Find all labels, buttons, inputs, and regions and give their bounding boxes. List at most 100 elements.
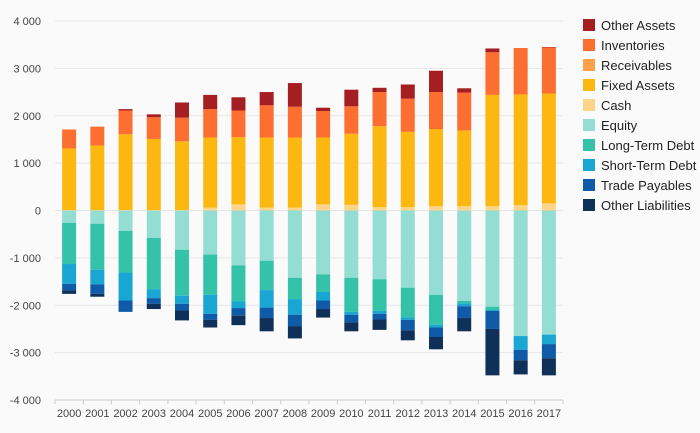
bar-inventories-2000	[62, 129, 77, 149]
bar-equity-2007	[259, 210, 274, 261]
bar-short-term-debt-2006	[231, 301, 246, 309]
bar-fixed-assets-2008	[287, 137, 302, 208]
x-tick-label: 2009	[311, 408, 335, 420]
y-tick-label: 1 000	[13, 158, 41, 170]
x-tick-label: 2012	[396, 408, 420, 420]
legend-label: Other Assets	[601, 18, 676, 33]
legend-item-short-term-debt[interactable]: Short-Term Debt	[583, 158, 697, 173]
bar-equity-2016	[513, 210, 528, 337]
bar-fixed-assets-2010	[344, 133, 359, 205]
bar-inventories-2010	[344, 106, 359, 134]
x-tick-label: 2008	[283, 408, 307, 420]
bar-long-term-debt-2005	[203, 254, 218, 295]
bar-fixed-assets-2011	[372, 126, 387, 208]
bar-fixed-assets-2017	[541, 93, 556, 204]
legend-label: Short-Term Debt	[601, 158, 697, 173]
bar-short-term-debt-2016	[513, 336, 528, 350]
bar-trade-payables-2015	[485, 310, 500, 329]
bar-inventories-2014	[457, 92, 472, 131]
y-tick-label: 2 000	[13, 111, 41, 123]
bar-trade-payables-2011	[372, 313, 387, 320]
bar-equity-2000	[62, 210, 77, 223]
legend-label: Trade Payables	[601, 178, 692, 193]
bar-trade-payables-2010	[344, 314, 359, 323]
bar-trade-payables-2009	[316, 300, 331, 310]
bar-other-assets-2014	[457, 88, 472, 93]
bar-long-term-debt-2001	[90, 223, 105, 270]
bar-other-liabilities-2008	[287, 326, 302, 339]
x-tick-label: 2001	[85, 408, 109, 420]
bar-equity-2003	[146, 210, 161, 238]
bar-inventories-2016	[513, 48, 528, 95]
bar-inventories-2002	[118, 110, 133, 135]
bar-fixed-assets-2003	[146, 138, 161, 211]
legend-swatch	[583, 19, 595, 31]
bar-long-term-debt-2013	[429, 294, 443, 325]
bar-fixed-assets-2013	[429, 129, 443, 207]
bar-inventories-2007	[259, 105, 274, 138]
legend-item-receivables[interactable]: Receivables	[583, 58, 672, 73]
bar-fixed-assets-2000	[62, 148, 77, 211]
bar-short-term-debt-2004	[175, 295, 189, 304]
bar-long-term-debt-2000	[62, 222, 77, 265]
legend-item-cash[interactable]: Cash	[583, 98, 631, 113]
bar-other-assets-2015	[485, 48, 500, 53]
bar-long-term-debt-2011	[372, 279, 387, 311]
bar-trade-payables-2007	[259, 307, 274, 319]
bar-long-term-debt-2002	[118, 230, 133, 273]
bar-inventories-2005	[203, 109, 218, 138]
legend-swatch	[583, 99, 595, 111]
bar-inventories-2013	[429, 92, 443, 130]
y-tick-label: -3 000	[10, 348, 41, 360]
legend-item-inventories[interactable]: Inventories	[583, 38, 665, 53]
bar-long-term-debt-2015	[485, 306, 500, 310]
legend-item-equity[interactable]: Equity	[583, 118, 638, 133]
y-tick-label: 0	[35, 206, 41, 218]
x-tick-label: 2004	[170, 408, 194, 420]
bar-cash-2013	[429, 206, 443, 211]
bar-cash-2007	[259, 207, 274, 211]
bar-trade-payables-2017	[541, 344, 556, 359]
bar-inventories-2017	[541, 47, 556, 94]
bar-equity-2014	[457, 210, 472, 301]
legend-item-long-term-debt[interactable]: Long-Term Debt	[583, 138, 695, 153]
x-tick-label: 2013	[424, 408, 448, 420]
legend-item-fixed-assets[interactable]: Fixed Assets	[583, 78, 675, 93]
bar-other-assets-2011	[372, 87, 387, 93]
bar-short-term-debt-2005	[203, 294, 218, 314]
bar-equity-2005	[203, 210, 218, 255]
bar-equity-2013	[429, 210, 443, 295]
bar-equity-2015	[485, 210, 500, 307]
bar-other-liabilities-2000	[62, 290, 77, 294]
bar-other-assets-2003	[146, 114, 161, 118]
legend-swatch	[583, 119, 595, 131]
bar-trade-payables-2008	[287, 314, 302, 327]
bar-short-term-debt-2001	[90, 269, 105, 285]
y-tick-label: 3 000	[13, 63, 41, 75]
x-axis-ticks: 2000 2001 2002 2003 2004 2005 2006 2007 2008 2009…	[54, 400, 564, 420]
bars	[62, 47, 556, 376]
bar-equity-2002	[118, 210, 133, 231]
bar-trade-payables-2014	[457, 306, 472, 319]
legend: Other Assets Inventories Receivables Fixed …	[583, 18, 697, 213]
bar-cash-2016	[513, 205, 528, 211]
bar-trade-payables-2003	[146, 298, 161, 304]
legend-swatch	[583, 159, 595, 171]
bar-trade-payables-2002	[118, 300, 133, 312]
bar-other-liabilities-2004	[175, 310, 189, 321]
legend-label: Equity	[601, 118, 638, 133]
bar-other-assets-2012	[400, 84, 415, 99]
bar-inventories-2001	[90, 126, 105, 146]
bar-short-term-debt-2003	[146, 289, 161, 299]
y-tick-label: 4 000	[13, 16, 41, 28]
bar-cash-2006	[231, 204, 246, 211]
legend-label: Cash	[601, 98, 631, 113]
legend-item-trade-payables[interactable]: Trade Payables	[583, 178, 692, 193]
legend-item-other-assets[interactable]: Other Assets	[583, 18, 676, 33]
bar-fixed-assets-2012	[400, 131, 415, 208]
legend-item-other-liabilities[interactable]: Other Liabilities	[583, 198, 691, 213]
bar-equity-2017	[541, 210, 556, 335]
bar-long-term-debt-2012	[400, 287, 415, 318]
